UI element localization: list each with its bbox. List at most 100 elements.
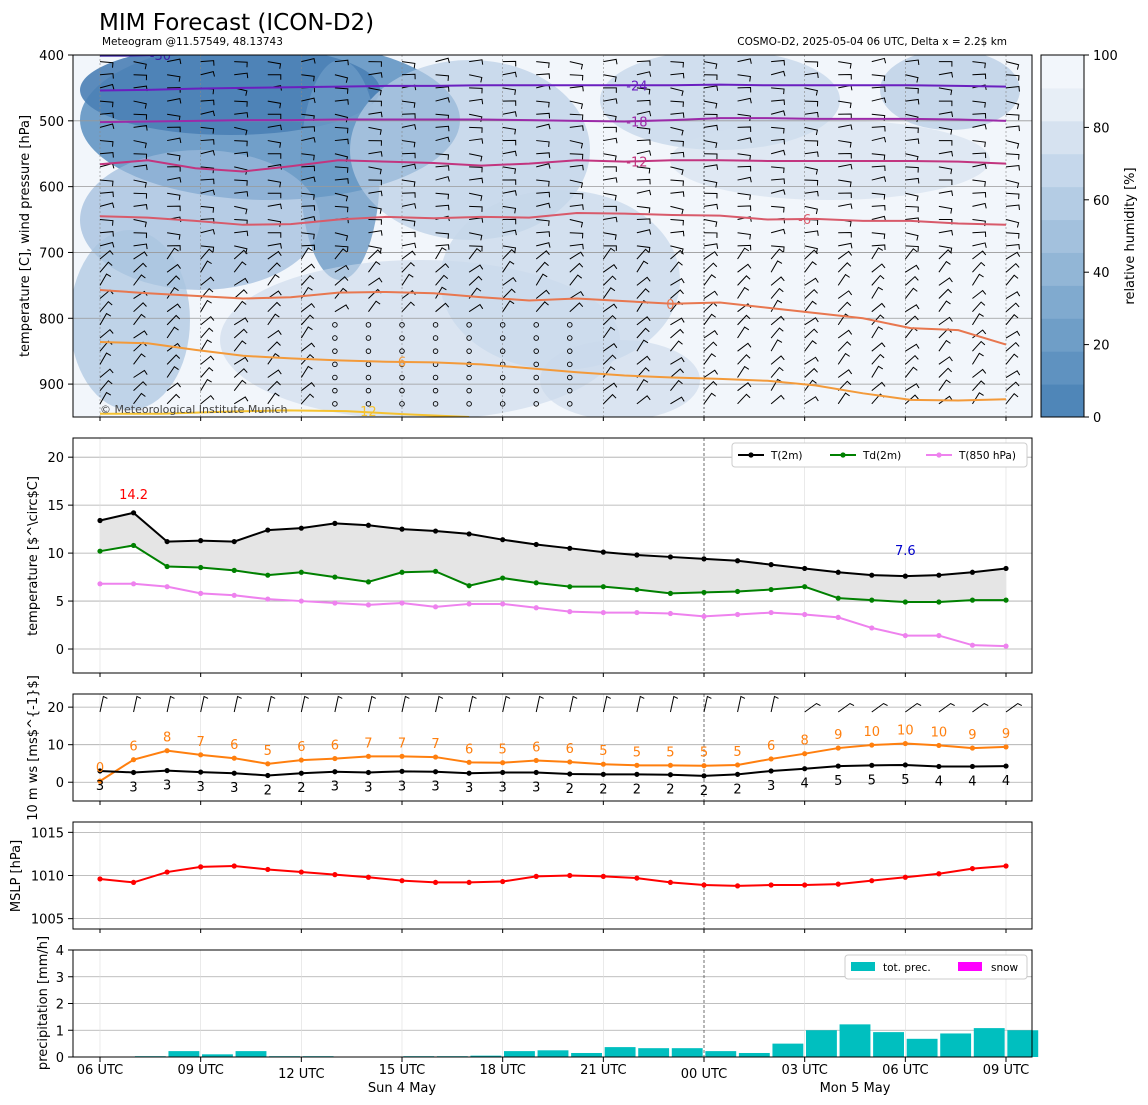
precip-bar (806, 1030, 837, 1057)
wind-barb (167, 176, 182, 183)
mean-wind-point (365, 769, 372, 776)
t850-point (734, 611, 741, 618)
wind-barb (569, 125, 584, 131)
mslp-point (533, 873, 539, 879)
wind-barb (804, 111, 819, 118)
wind-barb (737, 275, 751, 286)
wind-barb (838, 113, 852, 120)
wind-barb (703, 274, 716, 286)
wind-barb (636, 205, 651, 213)
wind-barb (435, 232, 450, 239)
mean-wind-label: 3 (331, 780, 339, 795)
barb-calm (567, 401, 573, 407)
wind-barb (502, 218, 517, 225)
wind-barb (233, 368, 248, 378)
wind-barb (804, 300, 817, 312)
wind-barb (603, 177, 618, 183)
wind-barb (804, 356, 819, 365)
wind-barb (435, 247, 447, 260)
gust-point (231, 755, 237, 761)
wind-barb (334, 232, 349, 241)
t2m-point (164, 538, 170, 545)
gust-label: 6 (767, 739, 775, 754)
wind-barb (233, 396, 249, 405)
mean-wind-point (399, 768, 405, 774)
wind-barb (233, 249, 248, 260)
wind-barb (904, 394, 919, 405)
t850-point (466, 601, 472, 607)
wind-barb (502, 288, 516, 299)
wind-barb (166, 342, 181, 352)
barb-calm (432, 387, 439, 394)
barb-calm (567, 335, 573, 341)
wind-barb (905, 113, 919, 123)
wind-barb (435, 263, 450, 273)
wind-barb (703, 262, 718, 273)
td2m-line (99, 544, 1006, 604)
wind-barb (233, 261, 247, 273)
wind-barb (166, 366, 179, 378)
barb-calm (499, 387, 506, 394)
wind-barb (603, 126, 617, 133)
wind-barb (200, 248, 214, 260)
gust-label: 5 (264, 744, 272, 759)
wind-barb (703, 313, 716, 326)
wind-barb (133, 302, 147, 313)
precip-bar (671, 1048, 703, 1057)
gust-point (634, 762, 640, 768)
gust-point (365, 753, 372, 759)
r-ytick-label-2: 2 (56, 998, 64, 1013)
wind-barb (166, 303, 181, 313)
wind-barb (770, 339, 783, 352)
wind-barb (569, 153, 584, 160)
wind-barb (133, 219, 147, 228)
wind-barb (368, 72, 383, 78)
wind-barb (871, 286, 884, 299)
wind-barb (468, 264, 484, 273)
gust-point (298, 757, 304, 763)
precip-bar (940, 1033, 972, 1057)
td2m-point (936, 599, 942, 605)
wind-barb (502, 60, 517, 67)
barb-calm (365, 401, 372, 407)
td2m-point (365, 579, 372, 585)
wind-barb (536, 140, 550, 147)
wind-barb (1005, 353, 1019, 365)
wind-barb (603, 153, 617, 161)
wind-barb (99, 152, 114, 158)
wind-barb (334, 113, 349, 123)
precipitation-ylabel: precipitation [mm/h] (36, 936, 51, 1070)
wind-barb (871, 274, 885, 286)
wind-barb (267, 313, 280, 326)
wind-barb (99, 380, 113, 391)
wind-barb (334, 59, 349, 66)
isotherm-label--12: -12 (626, 156, 647, 171)
mean-wind-label: 3 (431, 780, 439, 795)
wind-barb (904, 248, 918, 260)
surface-wind-barb (166, 695, 175, 713)
wind-barb (435, 192, 450, 200)
wind-barb (200, 228, 215, 235)
cbar-tick-label-3: 60 (1093, 194, 1110, 209)
precip-bar (638, 1048, 670, 1057)
wind-barb (838, 124, 853, 130)
wind-barb (771, 245, 785, 253)
wind-barb (737, 247, 750, 260)
wind-barb (1005, 232, 1020, 239)
mean-wind-label: 2 (599, 782, 607, 797)
wind-barb (771, 178, 785, 184)
colorbar-band-3 (1041, 285, 1084, 319)
wind-barb (837, 392, 850, 405)
wind-barb (904, 275, 919, 286)
td2m-point (466, 583, 472, 589)
wind-barb (603, 166, 617, 172)
wind-barb (469, 98, 484, 105)
wind-barb (99, 61, 114, 68)
wind-barb (200, 126, 215, 134)
wind-barb (905, 177, 920, 184)
wind-barb (99, 231, 114, 237)
wind-barb (99, 219, 114, 226)
gust-point (701, 763, 707, 769)
t850-point (198, 590, 204, 596)
mslp-point (164, 869, 170, 875)
